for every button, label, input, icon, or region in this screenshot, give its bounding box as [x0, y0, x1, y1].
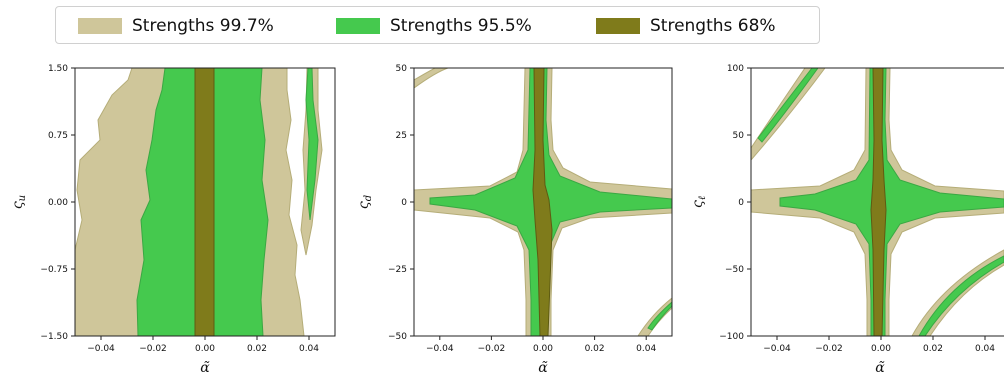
panel-1-yticks: 1.50 0.75 0.00 −0.75 −1.50: [40, 64, 75, 342]
ytick-label: −100: [719, 332, 744, 342]
panel-3-yticks: 100 50 0 −50 −100: [719, 64, 751, 342]
panel-1-ylabel: ςu: [10, 195, 28, 209]
panel-3-regions: [751, 68, 1004, 336]
legend-swatch-95-5: [336, 18, 380, 34]
ytick-label: 0.00: [48, 198, 68, 208]
xtick-label: −0.04: [763, 344, 791, 354]
legend-label-99-7: Strengths 99.7%: [132, 16, 274, 36]
xtick-label: −0.02: [815, 344, 843, 354]
legend-label-68: Strengths 68%: [650, 16, 776, 36]
ytick-label: 0: [738, 198, 744, 208]
xtick-label: −0.04: [87, 344, 115, 354]
ytick-label: 0: [401, 198, 407, 208]
xtick-label: 0.02: [247, 344, 267, 354]
ytick-label: −25: [388, 265, 407, 275]
ytick-label: 25: [396, 131, 407, 141]
panel-3-region-95-5-arc-bottom: [918, 255, 1004, 336]
panel-1-region-95-5-streak: [305, 68, 319, 221]
xtick-label: −0.02: [139, 344, 167, 354]
panel-1-xticks: −0.04 −0.02 0.00 0.02 0.04: [87, 336, 319, 354]
panel-3-region-95-5-arc-top: [757, 68, 819, 143]
panel-1: −0.04 −0.02 0.00 0.02 0.04 1.50 0.75 0.00 −0.75…: [10, 64, 336, 376]
xtick-label: 0.04: [299, 344, 319, 354]
legend: Strengths 99.7% Strengths 95.5% Strength…: [55, 6, 820, 44]
panel-1-region-68: [194, 68, 215, 336]
panel-2-yticks: 50 25 0 −25 −50: [388, 64, 414, 342]
xtick-label: 0.04: [975, 344, 995, 354]
panel-3-xlabel: α̃: [875, 360, 885, 376]
ytick-label: −50: [388, 332, 407, 342]
xtick-label: 0.02: [585, 344, 605, 354]
ytick-label: 0.75: [48, 131, 68, 141]
legend-label-95-5: Strengths 95.5%: [390, 16, 532, 36]
panel-2-region-99-7-arc-bottom: [637, 297, 672, 336]
xtick-label: 0.00: [195, 344, 215, 354]
xtick-label: 0.02: [923, 344, 943, 354]
panel-3-region-68: [870, 68, 887, 336]
panel-2-ylabel: ςd: [356, 195, 374, 209]
ytick-label: 50: [733, 131, 745, 141]
panel-2-xlabel: α̃: [538, 360, 548, 376]
panel-2-region-99-7-arc-top: [414, 68, 449, 89]
panel-2-region-95-5-arc-bottom: [647, 301, 672, 331]
ytick-label: 100: [727, 64, 744, 74]
xtick-label: −0.02: [478, 344, 506, 354]
panel-1-regions: [75, 68, 323, 336]
panel-2: −0.04 −0.02 0.00 0.02 0.04 50 25 0 −25 −50 α̃ ςd: [356, 64, 673, 376]
panel-1-xlabel: α̃: [200, 360, 210, 376]
xtick-label: 0.00: [871, 344, 891, 354]
legend-swatch-68: [596, 18, 640, 34]
legend-swatch-99-7: [78, 18, 122, 34]
ytick-label: 1.50: [48, 64, 68, 74]
xtick-label: 0.00: [533, 344, 553, 354]
panel-2-regions: [414, 68, 672, 336]
panel-3-region-99-7-arc-top: [751, 68, 826, 161]
ytick-label: −1.50: [40, 332, 68, 342]
panel-2-xticks: −0.04 −0.02 0.00 0.02 0.04: [426, 336, 656, 354]
ytick-label: −0.75: [40, 265, 68, 275]
ytick-label: 50: [396, 64, 408, 74]
xtick-label: 0.04: [636, 344, 656, 354]
panel-3-ylabel: ςℓ: [690, 196, 708, 208]
panel-3-xticks: −0.04 −0.02 0.00 0.02 0.04: [763, 336, 995, 354]
panel-2-region-68: [532, 68, 553, 336]
panel-3-region-95-5: [779, 68, 1004, 336]
ytick-label: −50: [725, 265, 744, 275]
xtick-label: −0.04: [426, 344, 454, 354]
